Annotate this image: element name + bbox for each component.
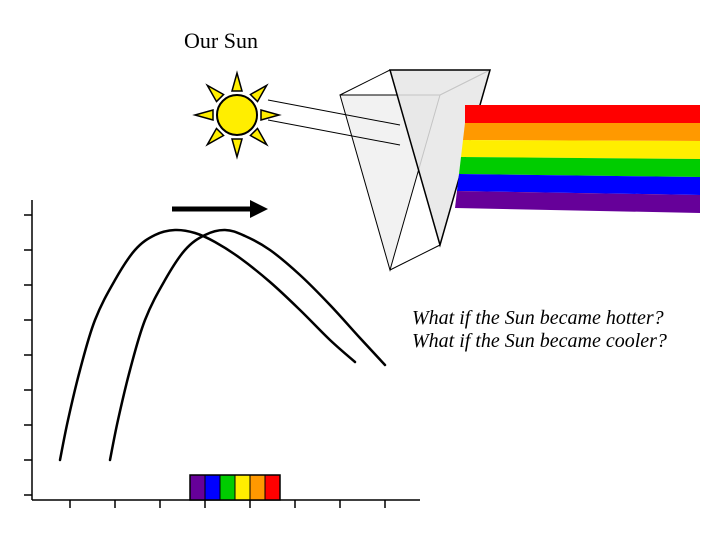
- sun-icon: [195, 73, 279, 157]
- diagram-svg: [0, 0, 720, 540]
- graph-curves: [60, 230, 385, 460]
- graph-spectrum-box: [190, 475, 280, 500]
- diagram-stage: Our Sun What if the Sun became hotter? W…: [0, 0, 720, 540]
- prism-rainbow: [455, 105, 700, 213]
- shift-arrow: [172, 200, 268, 218]
